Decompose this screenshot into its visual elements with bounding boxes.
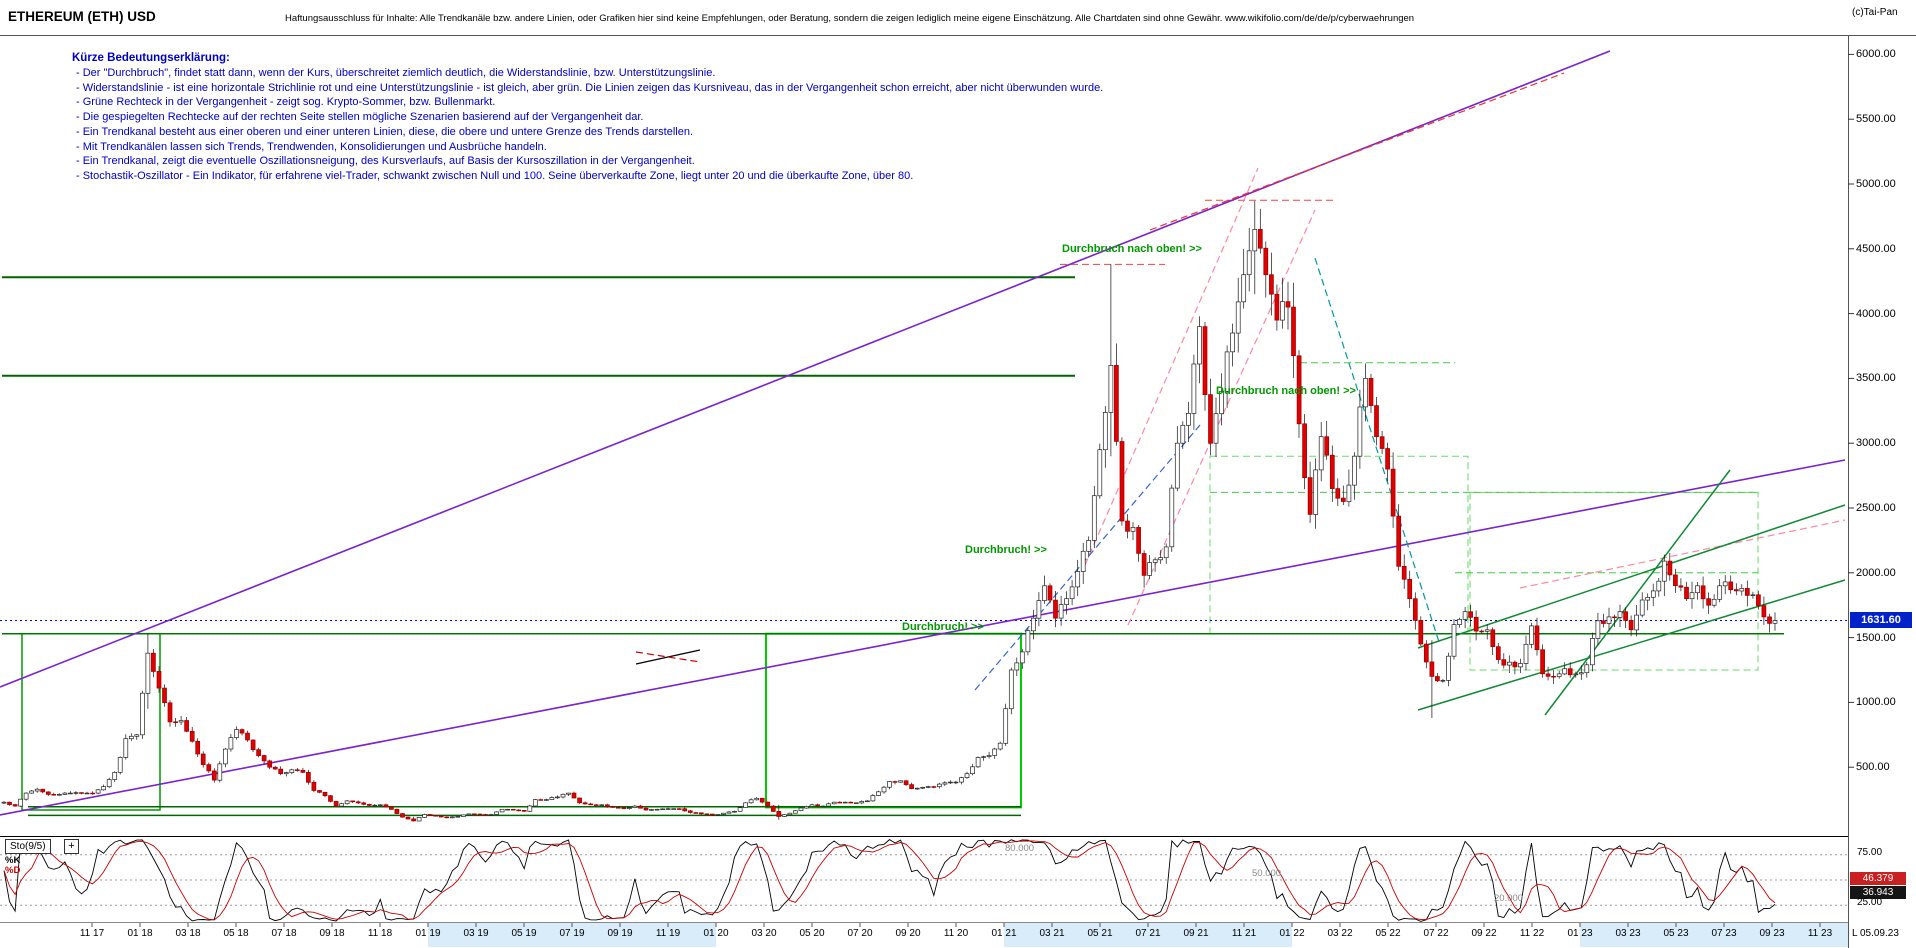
breakout-annotation: Durchbruch nach oben! >> (1216, 385, 1356, 397)
date-tick-label: 11 20 (943, 928, 969, 939)
date-tick-label: 09 19 (607, 928, 633, 939)
legend-line: - Der "Durchbruch", findet statt dann, w… (76, 67, 716, 79)
price-tick-label: 3500.00 (1856, 372, 1896, 385)
legend-line: - Widerstandslinie - ist eine horizontal… (76, 81, 1104, 94)
stochastic-level-20: 20.000 (1494, 893, 1524, 904)
date-tick-label: 11 22 (1519, 928, 1545, 939)
breakout-annotation: Durchbruch! >> (902, 621, 984, 633)
price-tick-label: 2500.00 (1856, 502, 1896, 514)
percent-d-value-badge: 46.379 (1850, 872, 1906, 885)
stochastic-axis-75: 75.00 (1857, 847, 1883, 858)
price-tick-label: 5500.00 (1856, 113, 1896, 126)
price-tick-label: 1500.00 (1856, 631, 1896, 644)
stochastic-level-50: 50.000 (1252, 868, 1282, 879)
percent-k-value-badge: 36.943 (1850, 886, 1906, 899)
copyright-label: (c)Tai-Pan (1852, 7, 1898, 18)
price-tick-label: 1000.00 (1856, 696, 1896, 709)
last-date-label: L 05.09.23 (1852, 928, 1899, 939)
price-tick-label: 6000.00 (1856, 48, 1896, 61)
price-tick-label: 3000.00 (1856, 437, 1896, 450)
date-tick-label: 09 22 (1471, 928, 1497, 939)
date-tick-label: 07 21 (1135, 928, 1161, 939)
breakout-annotation: Durchbruch! >> (965, 544, 1047, 556)
date-tick-label: 03 19 (463, 928, 489, 939)
date-tick-label: 11 21 (1231, 928, 1257, 939)
date-tick-label: 09 18 (319, 928, 345, 939)
date-tick-label: 09 20 (895, 928, 921, 939)
date-tick-label: 03 20 (751, 928, 777, 939)
breakout-annotation: Durchbruch nach oben! >> (1062, 243, 1202, 255)
percent-d-label: %D (5, 865, 21, 876)
date-tick-label: 11 23 (1807, 928, 1833, 939)
date-tick-label: 11 19 (655, 928, 681, 939)
date-tick-label: 03 18 (175, 928, 201, 939)
stochastic-level-80: 80.000 (1005, 843, 1035, 854)
price-tick-label: 2000.00 (1856, 566, 1896, 579)
date-tick-label: 01 20 (703, 928, 729, 939)
date-tick-label: 07 19 (559, 928, 585, 939)
date-tick-label: 05 18 (223, 928, 249, 939)
legend-line: - Mit Trendkanälen lassen sich Trends, T… (76, 140, 547, 153)
legend-line: - Grüne Rechteck in der Vergangenheit - … (76, 96, 496, 109)
date-tick-label: 05 22 (1375, 928, 1401, 939)
price-tick-label: 5000.00 (1856, 178, 1896, 190)
legend-line: - Ein Trendkanal besteht aus einer obere… (76, 125, 694, 138)
legend-line: - Ein Trendkanal, zeigt die eventuelle O… (76, 155, 695, 168)
legend-title: Kürze Bedeutungserklärung: (72, 52, 230, 64)
date-tick-label: 01 21 (991, 928, 1017, 939)
legend-line: - Die gespiegelten Rechtecke auf der rec… (76, 111, 644, 124)
date-tick-label: 05 23 (1663, 928, 1689, 939)
date-tick-label: 07 20 (847, 928, 873, 939)
date-tick-label: 09 23 (1759, 928, 1785, 939)
last-price-badge: 1631.60 (1850, 612, 1912, 628)
date-tick-label: 11 17 (79, 928, 105, 939)
date-tick-label: 03 23 (1615, 928, 1641, 939)
date-tick-label: 11 18 (367, 928, 393, 939)
price-tick-label: 4000.00 (1856, 307, 1896, 320)
legend-line: - Stochastik-Oszillator - Ein Indikator,… (76, 169, 914, 182)
date-tick-label: 05 20 (799, 928, 825, 939)
disclaimer-text: Haftungsausschluss für Inhalte: Alle Tre… (285, 13, 1415, 24)
date-tick-label: 01 18 (127, 928, 153, 939)
date-tick-label: 09 21 (1183, 928, 1209, 939)
date-tick-label: 07 22 (1423, 928, 1449, 939)
symbol-title: ETHEREUM (ETH) USD (8, 9, 156, 24)
date-tick-label: 03 21 (1039, 928, 1065, 939)
legend-block: Kürze Bedeutungserklärung: - Der "Durchb… (72, 52, 1103, 184)
date-tick-label: 03 22 (1327, 928, 1353, 939)
indicator-expand-button[interactable]: + (64, 839, 79, 854)
price-tick-label: 4500.00 (1856, 242, 1896, 255)
date-tick-label: 07 23 (1711, 928, 1737, 939)
date-tick-label: 01 23 (1567, 928, 1593, 939)
date-tick-label: 07 18 (271, 928, 297, 939)
stochastic-indicator-label[interactable]: Sto(9/5) (5, 839, 51, 854)
price-tick-label: 500.00 (1856, 761, 1890, 774)
stochastic-axis-25: 25.00 (1857, 897, 1883, 908)
date-tick-label: 01 19 (415, 928, 441, 939)
date-tick-label: 05 19 (511, 928, 537, 939)
date-tick-label: 05 21 (1087, 928, 1113, 939)
date-tick-label: 01 22 (1279, 928, 1305, 939)
percent-k-label: %K (5, 855, 21, 866)
